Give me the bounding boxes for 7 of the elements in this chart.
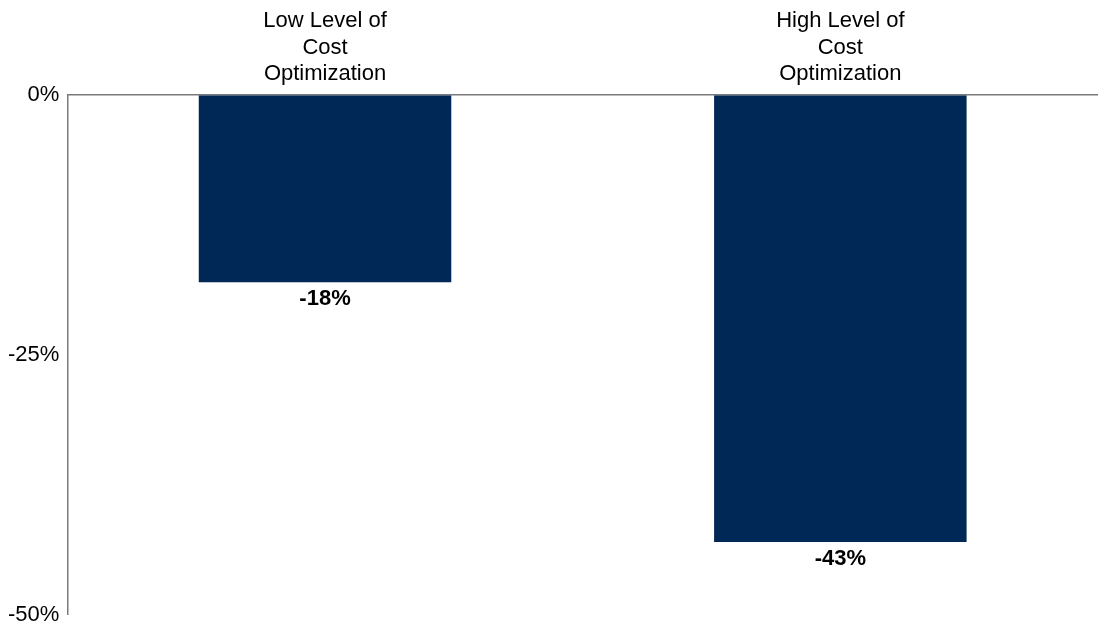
data-label: -43%: [814, 545, 867, 571]
data-label: -18%: [299, 285, 351, 311]
y-tick-label: 0%: [27, 81, 60, 107]
x-tick-label: High Level of Cost Optimization: [776, 7, 906, 86]
y-tick-label: -25%: [8, 341, 60, 367]
y-tick-label: -50%: [8, 600, 60, 626]
x-tick-label: Low Level of Cost Optimization: [263, 7, 388, 86]
